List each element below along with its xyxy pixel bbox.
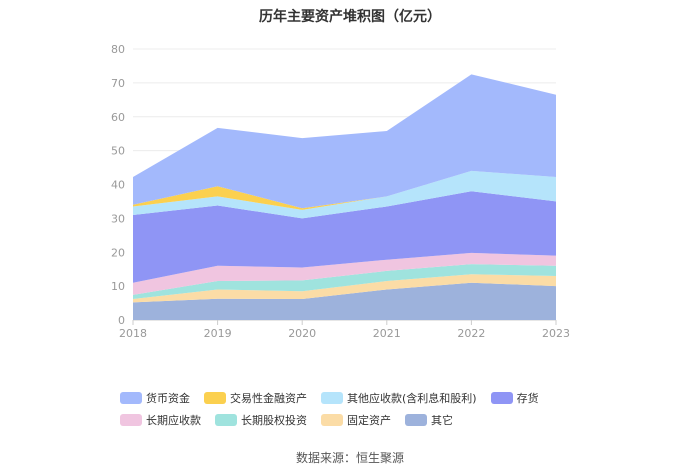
data-source: 数据来源：恒生聚源 <box>295 451 404 465</box>
legend-item[interactable]: 货币资金 <box>120 390 190 406</box>
legend-item[interactable]: 长期应收款 <box>120 412 201 428</box>
legend-swatch <box>490 392 513 404</box>
y-tick-label: 20 <box>111 246 125 259</box>
legend-label: 长期应收款 <box>146 414 201 427</box>
x-tick-label: 2020 <box>288 327 316 340</box>
legend-label: 其它 <box>431 414 453 427</box>
legend-label: 货币资金 <box>146 392 190 405</box>
legend-swatch <box>405 414 427 426</box>
area-长期应收款[interactable] <box>133 252 556 295</box>
chart-title: 历年主要资产堆积图（亿元） <box>259 9 441 25</box>
area-其它[interactable] <box>133 282 556 320</box>
legend-label: 交易性金融资产 <box>230 392 307 405</box>
legend-item[interactable]: 存货 <box>490 390 539 406</box>
area-长期股权投资[interactable] <box>133 264 556 299</box>
area-其他应收款(含利息和股利)[interactable] <box>133 170 556 219</box>
legend-item[interactable]: 交易性金融资产 <box>204 390 307 406</box>
area-series <box>133 74 556 320</box>
legend-swatch <box>120 414 142 426</box>
legend: 货币资金 交易性金融资产 其他应收款(含利息和股利) 存货长期应收款 长期股权投资 固定资… <box>120 390 590 428</box>
legend-item[interactable]: 长期股权投资 <box>215 412 307 428</box>
legend-item[interactable]: 其它 <box>405 412 453 428</box>
x-tick-label: 2019 <box>204 327 232 340</box>
y-tick-label: 10 <box>111 280 125 293</box>
x-tick-label: 2021 <box>373 327 401 340</box>
y-tick-label: 30 <box>111 212 125 225</box>
legend-label: 存货 <box>516 392 539 405</box>
legend-label: 其他应收款(含利息和股利) <box>347 392 477 405</box>
y-tick-label: 0 <box>118 314 125 327</box>
legend-swatch <box>321 414 343 426</box>
x-tick-label: 2018 <box>119 327 147 340</box>
y-tick-label: 40 <box>111 179 125 192</box>
y-tick-label: 60 <box>111 111 125 124</box>
legend-item[interactable]: 其他应收款(含利息和股利) <box>321 390 477 406</box>
x-tick-label: 2023 <box>542 327 570 340</box>
legend-swatch <box>120 392 142 404</box>
legend-swatch <box>321 392 343 404</box>
area-存货[interactable] <box>133 191 556 283</box>
axes: 0 10 20 30 40 50 60 70 80 2018 2019 2020 2021 2022 202… <box>111 43 570 340</box>
legend-swatch <box>215 414 237 426</box>
legend-label: 固定资产 <box>347 414 391 427</box>
y-tick-label: 50 <box>111 145 125 158</box>
area-固定资产[interactable] <box>133 274 556 303</box>
area-交易性金融资产[interactable] <box>133 170 556 210</box>
legend-label: 长期股权投资 <box>241 414 307 427</box>
y-tick-label: 70 <box>111 77 125 90</box>
area-货币资金[interactable] <box>133 74 556 209</box>
legend-item[interactable]: 固定资产 <box>321 412 391 428</box>
legend-swatch <box>204 392 226 404</box>
y-tick-label: 80 <box>111 43 125 56</box>
x-tick-label: 2022 <box>457 327 485 340</box>
